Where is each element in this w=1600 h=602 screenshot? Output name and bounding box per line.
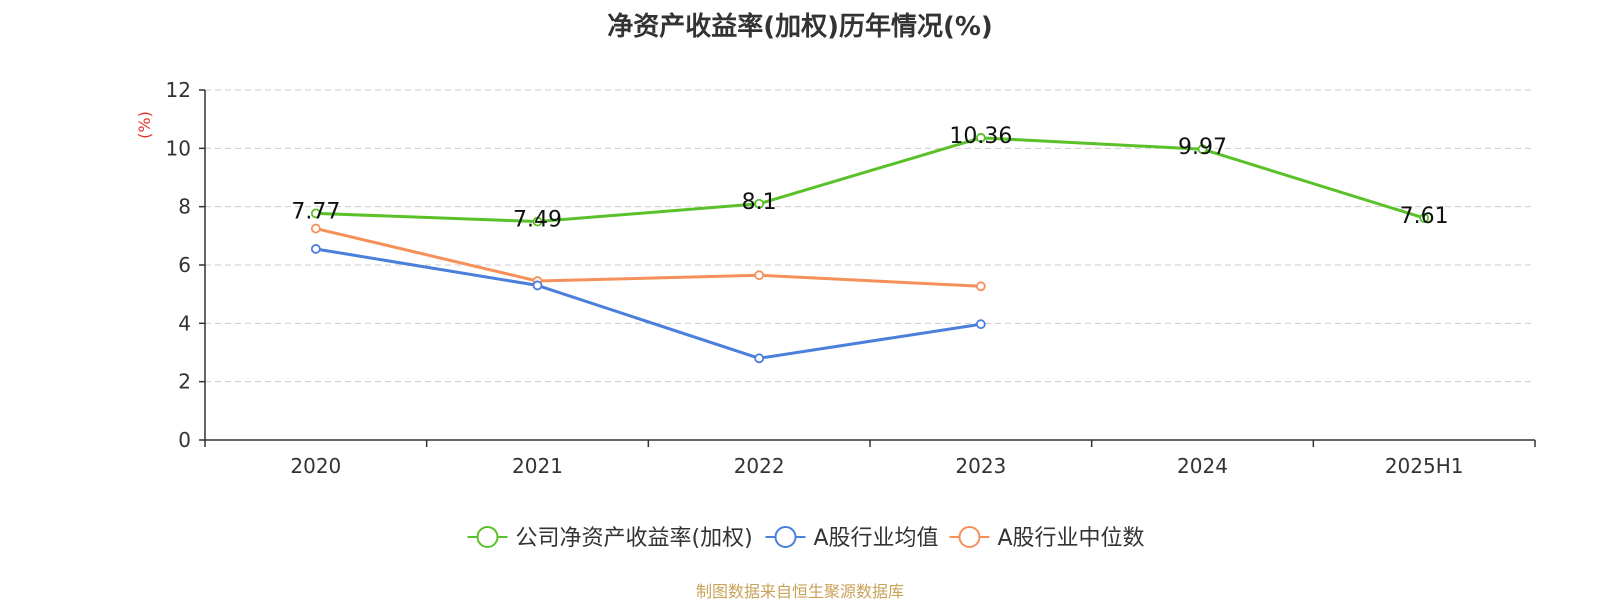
y-tick-label: 6: [178, 253, 191, 277]
legend-item-0[interactable]: 公司净资产收益率(加权): [467, 526, 753, 551]
x-tick-label: 2023: [955, 454, 1006, 478]
y-tick-label: 12: [166, 78, 191, 102]
series-layer: [310, 132, 1430, 364]
series-point-0: [532, 216, 543, 227]
series-point-1: [310, 244, 321, 254]
y-tick-label: 8: [178, 195, 191, 219]
y-tick-label: 0: [178, 428, 191, 452]
legend-marker: [958, 526, 981, 548]
series-point-2: [310, 223, 321, 234]
x-tick-label: 2022: [734, 454, 785, 478]
legend-label: 公司净资产收益率(加权): [516, 526, 753, 551]
series-point-0: [975, 132, 986, 143]
data-label: 10.36: [949, 124, 1012, 149]
x-tick-label: 2025H1: [1385, 454, 1464, 478]
x-tick-label: 2021: [512, 454, 563, 478]
data-label: 7.49: [513, 208, 562, 233]
chart-title: 净资产收益率(加权)历年情况(%): [607, 12, 993, 42]
data-label-layer: 7.77 7.49 8.1 10.36 9.97 7.61: [291, 124, 1448, 233]
grid-layer: [205, 89, 1535, 383]
series-line-1: [315, 247, 982, 360]
data-label: 7.61: [1400, 204, 1449, 229]
legend-item-1[interactable]: A股行业均值: [765, 526, 939, 551]
y-axis-unit-label: (%): [135, 111, 154, 139]
series-point-0: [754, 198, 765, 209]
legend[interactable]: 公司净资产收益率(加权) A股行业均值 A股行业中位数: [467, 526, 1145, 551]
legend-marker: [774, 526, 797, 548]
series-point-2: [975, 281, 986, 292]
series-point-2: [754, 270, 765, 281]
series-line-2: [315, 227, 981, 288]
y-tick-label: 10: [166, 136, 191, 160]
series-line-0: [315, 136, 1425, 224]
legend-label: A股行业中位数: [998, 526, 1145, 551]
data-label: 7.77: [291, 199, 340, 224]
series-point-0: [1419, 213, 1430, 223]
axis-layer: 0 2 4 6 8 10 12 2020 2021 2022 2023 2024 2025H1 (%): [135, 78, 1536, 478]
series-point-1: [754, 353, 765, 364]
y-tick-label: 2: [178, 370, 191, 394]
series-point-1: [975, 319, 986, 330]
series-point-1: [532, 280, 543, 291]
data-label: 9.97: [1178, 135, 1227, 160]
data-label: 8.1: [742, 190, 777, 215]
legend-marker: [476, 526, 499, 548]
series-point-0: [310, 208, 321, 219]
y-tick-label: 4: [178, 311, 191, 335]
x-tick-label: 2024: [1177, 454, 1228, 478]
source-note: 制图数据来自恒生聚源数据库: [695, 582, 904, 601]
legend-item-2[interactable]: A股行业中位数: [949, 526, 1145, 551]
x-tick-label: 2020: [290, 454, 341, 478]
legend-label: A股行业均值: [814, 526, 939, 551]
series-point-0: [1197, 144, 1208, 155]
